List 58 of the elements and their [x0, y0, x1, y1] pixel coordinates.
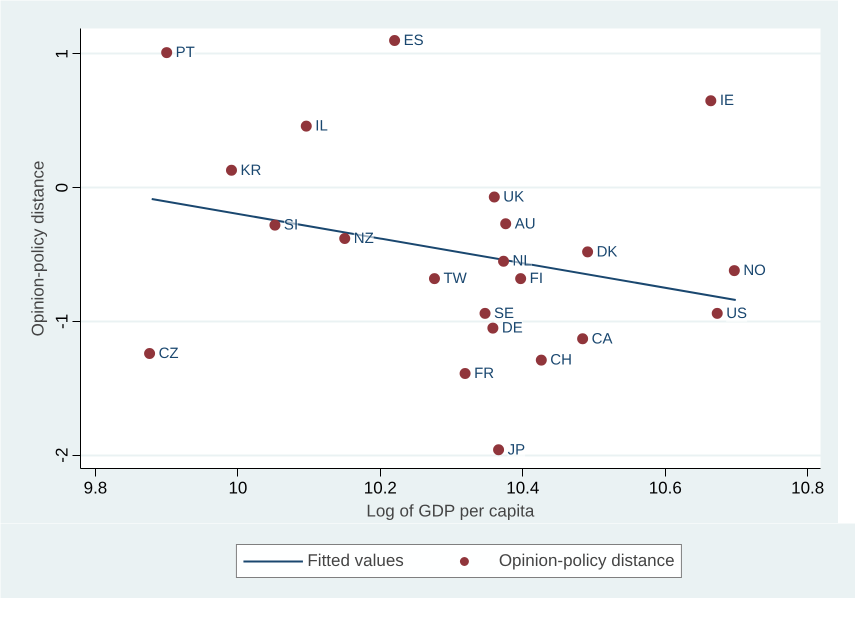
annotation: PT	[176, 44, 195, 62]
point	[300, 120, 312, 132]
point	[144, 348, 156, 359]
annotation: DK	[596, 243, 618, 260]
annotation: SI	[284, 216, 298, 234]
point	[728, 265, 740, 276]
point	[161, 47, 172, 58]
point	[460, 368, 471, 380]
point	[269, 220, 280, 231]
x-tick-label: 10	[228, 478, 248, 498]
x-tick-label: 9.8	[84, 478, 108, 498]
annotation: DE	[502, 320, 523, 337]
y-tick-label: 0	[52, 182, 72, 192]
x-tick-label: 10.2	[364, 478, 397, 498]
legend-label: Fitted values	[307, 550, 404, 570]
annotation: IE	[720, 92, 734, 110]
point	[515, 273, 526, 284]
point	[389, 35, 400, 46]
annotation: NL	[512, 252, 532, 270]
point	[493, 444, 504, 456]
point	[536, 354, 547, 366]
annotation: AU	[514, 215, 536, 232]
point	[487, 322, 498, 334]
annotation: FI	[530, 270, 543, 288]
point	[428, 273, 440, 284]
annotation: NZ	[354, 230, 374, 247]
x-tick-label: 10.4	[506, 478, 540, 498]
point	[480, 308, 491, 319]
annotation: JP	[508, 441, 526, 458]
point	[500, 218, 512, 230]
point	[712, 308, 723, 319]
annotation: NO	[743, 262, 766, 280]
annotation: TW	[443, 270, 468, 288]
point	[582, 246, 594, 258]
annotation: ES	[404, 32, 424, 50]
annotation: CA	[592, 330, 612, 348]
annotation: UK	[503, 188, 524, 206]
point	[705, 95, 716, 106]
x-tick-label: 10.6	[648, 478, 682, 498]
point	[577, 333, 588, 344]
x-tick-label: 10.8	[791, 478, 824, 498]
y-tick-label: -1	[52, 314, 72, 329]
point	[226, 164, 237, 176]
annotation: IL	[315, 118, 328, 135]
annotation: KR	[240, 162, 262, 179]
annotation: FR	[474, 365, 494, 382]
annotation: SE	[494, 304, 514, 322]
y-tick-label: 1	[52, 49, 72, 59]
y-axis-title: Opinion-policy distance	[28, 160, 48, 336]
legend-label: Opinion-policy distance	[498, 550, 675, 570]
x-axis-title: Log of GDP per capita	[366, 502, 535, 520]
annotation: CH	[550, 352, 572, 369]
point	[488, 192, 500, 202]
point	[339, 232, 350, 244]
point	[498, 256, 510, 267]
annotation: US	[726, 304, 748, 322]
annotation: CZ	[158, 344, 179, 362]
y-tick-label: -2	[52, 448, 72, 463]
